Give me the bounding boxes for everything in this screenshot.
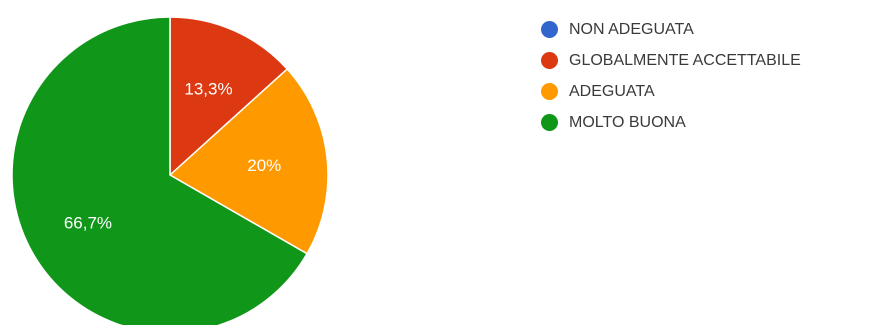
chart-legend: NON ADEGUATA GLOBALMENTE ACCETTABILE ADEGU… [541,14,801,138]
legend-item-non-adeguata: NON ADEGUATA [541,14,801,45]
slice-label-adeguata: 20% [247,156,281,175]
slice-label-globalmente-accettabile: 13,3% [184,79,232,98]
pie-slice-molto-buona [11,16,309,325]
legend-item-globalmente-accettabile: GLOBALMENTE ACCETTABILE [541,45,801,76]
legend-swatch-molto-buona [541,114,558,131]
pie-slice-globalmente-accettabile [169,16,289,177]
slice-label-molto-buona: 66,7% [64,213,112,232]
legend-swatch-adeguata [541,83,558,100]
legend-item-adeguata: ADEGUATA [541,76,801,107]
legend-swatch-non-adeguata [541,21,558,38]
legend-label: ADEGUATA [569,82,655,100]
pie-slice-adeguata [168,67,329,255]
pie-slice-labels: 13,3% 20% 66,7% [64,79,281,232]
legend-label: MOLTO BUONA [569,113,686,131]
legend-item-molto-buona: MOLTO BUONA [541,107,801,138]
legend-swatch-globalmente-accettabile [541,52,558,69]
legend-label: NON ADEGUATA [569,20,694,38]
pie-slices [11,16,329,325]
legend-label: GLOBALMENTE ACCETTABILE [569,51,801,69]
